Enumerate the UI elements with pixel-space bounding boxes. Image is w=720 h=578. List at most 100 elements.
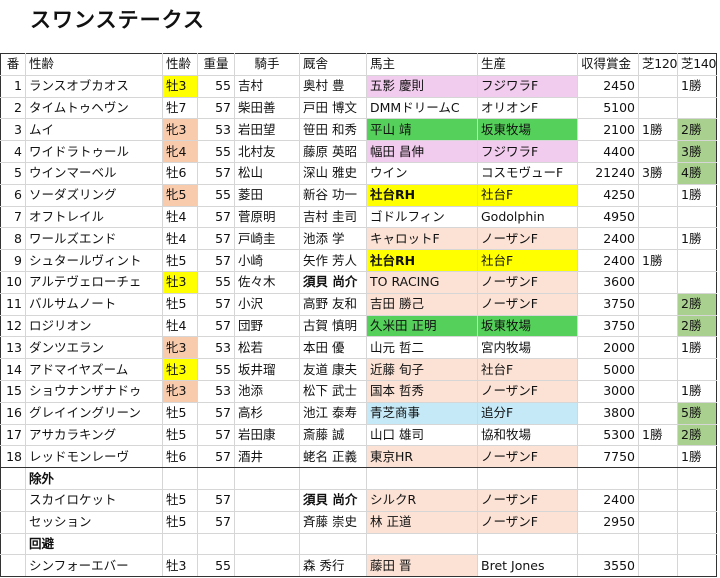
cell-weight: 53 [197,379,235,403]
cell-1200m [638,74,678,98]
cell-blank [677,532,717,556]
cell-1400m: 2勝 [677,423,717,447]
section-label: 回避 [25,532,163,556]
cell-blank [234,532,300,556]
cell-earnings: 2400 [577,488,639,512]
table-row: 7 オフトレイル 牡4 57 菅原明 吉村 圭司 ゴドルフィン Godolphin 4950 [0,205,717,229]
cell-breeder: 坂東牧場 [477,118,578,142]
cell-horse: シンフォーエバー [25,554,163,578]
cell-trainer: 深山 雅史 [299,161,367,185]
cell-jockey [234,554,300,578]
cell-1400m [677,358,717,381]
cell-1200m [638,314,678,338]
cell-horse: セッション [25,510,163,534]
cell-trainer: 蛯名 正義 [299,445,367,469]
cell-1200m [638,445,678,469]
cell-1200m [638,488,678,512]
cell-blank [677,467,717,490]
cell-sexage: 牝3 [162,336,198,360]
cell-weight: 57 [197,314,235,338]
cell-breeder: 社台F [477,358,578,381]
cell-earnings: 7750 [577,445,639,469]
table-row: シンフォーエバー 牡3 55 森 秀行 藤田 晋 Bret Jones 3550 [0,554,717,578]
cell-earnings: 2950 [577,510,639,534]
cell-1400m [677,205,717,229]
cell-weight: 57 [197,161,235,185]
cell-sexage: 牡5 [162,423,198,447]
table-row: 17 アサカラキング 牡5 57 岩田康 斎藤 誠山口 雄司 協和牧場 5300 1勝 2勝 [0,423,717,447]
cell-trainer: 池添 学 [299,227,367,251]
cell-breeder: Bret Jones [477,554,578,578]
cell-breeder: Godolphin [477,205,578,229]
table-row: 18 レッドモンレーヴ 牡6 57 酒井 蛯名 正義 東京HR ノーザンF 7750 1勝 [0,445,717,469]
cell-trainer: 森 秀行 [299,554,367,578]
cell-jockey: 佐々木 [234,270,300,294]
cell-owner: TO RACING [366,270,478,294]
cell-jockey: 酒井 [234,445,300,469]
cell-jockey: 坂井瑠 [234,358,300,381]
cell-trainer: 戸田 博文 [299,96,367,120]
cell-jockey: 岩田康 [234,423,300,447]
cell-1200m [638,510,678,534]
cell-sexage: 牡7 [162,96,198,120]
cell-1400m [677,510,717,534]
cell-1400m: 1勝 [677,183,717,207]
cell-no: 18 [0,445,26,469]
cell-jockey: 菱田 [234,183,300,207]
cell-sexage: 牡3 [162,358,198,381]
cell-weight: 57 [197,292,235,316]
cell-owner: DMMドリームC [366,96,478,120]
cell-1400m: 1勝 [677,74,717,98]
cell-breeder: オリオンF [477,96,578,120]
cell-owner: 青芝商事 [366,401,478,425]
cell-weight: 57 [197,488,235,512]
cell-breeder: フジワラF [477,74,578,98]
header-row: 番 性齢 性齢 重量 騎手 厩舎 馬主 生産 収得賞金 芝1200m 芝1400… [0,53,717,76]
cell-earnings: 2000 [577,336,639,360]
cell-trainer: 奥村 豊 [299,74,367,98]
cell-1400m [677,488,717,512]
cell-1400m: 1勝 [677,445,717,469]
cell-trainer: 須貝 尚介 [299,488,367,512]
cell-sexage: 牡3 [162,270,198,294]
cell-no [0,510,26,534]
cell-sexage: 牝3 [162,118,198,142]
table-row: セッション 牡5 57 斉藤 崇史林 正道 ノーザンF 2950 [0,510,717,534]
cell-no [0,554,26,578]
cell-earnings: 2400 [577,227,639,251]
cell-earnings: 3600 [577,270,639,294]
cell-sexage: 牡4 [162,205,198,229]
cell-weight: 57 [197,423,235,447]
cell-weight: 57 [197,205,235,229]
cell-1200m [638,183,678,207]
cell-blank [197,467,235,490]
cell-trainer: 笹田 和秀 [299,118,367,142]
cell-no: 7 [0,205,26,229]
cell-1200m [638,96,678,120]
cell-weight: 55 [197,183,235,207]
cell-weight: 57 [197,445,235,469]
cell-breeder: ノーザンF [477,379,578,403]
cell-horse: ロジリオン [25,314,163,338]
cell-owner: 近藤 旬子 [366,358,478,381]
cell-no: 12 [0,314,26,338]
cell-blank [577,467,639,490]
cell-1400m [677,270,717,294]
cell-1400m: 4勝 [677,161,717,185]
cell-owner: 国本 哲秀 [366,379,478,403]
cell-1200m [638,227,678,251]
cell-no: 13 [0,336,26,360]
table-row: 2 タイムトゥヘヴン 牡7 57 柴田善 戸田 博文 DMMドリームC オリオンF 5100 [0,96,717,120]
header-owner: 馬主 [366,53,478,76]
cell-earnings: 2400 [577,249,639,272]
cell-weight: 55 [197,358,235,381]
cell-sexage: 牡6 [162,161,198,185]
cell-earnings: 3550 [577,554,639,578]
cell-earnings: 2100 [577,118,639,142]
table-row: 1 ランスオブカオス 牡3 55 吉村 奥村 豊五影 慶則 フジワラF 2450 1勝 [0,74,717,98]
cell-trainer: 本田 優 [299,336,367,360]
cell-breeder: 協和牧場 [477,423,578,447]
cell-breeder: 坂東牧場 [477,314,578,338]
cell-owner: 東京HR [366,445,478,469]
cell-1200m: 1勝 [638,118,678,142]
